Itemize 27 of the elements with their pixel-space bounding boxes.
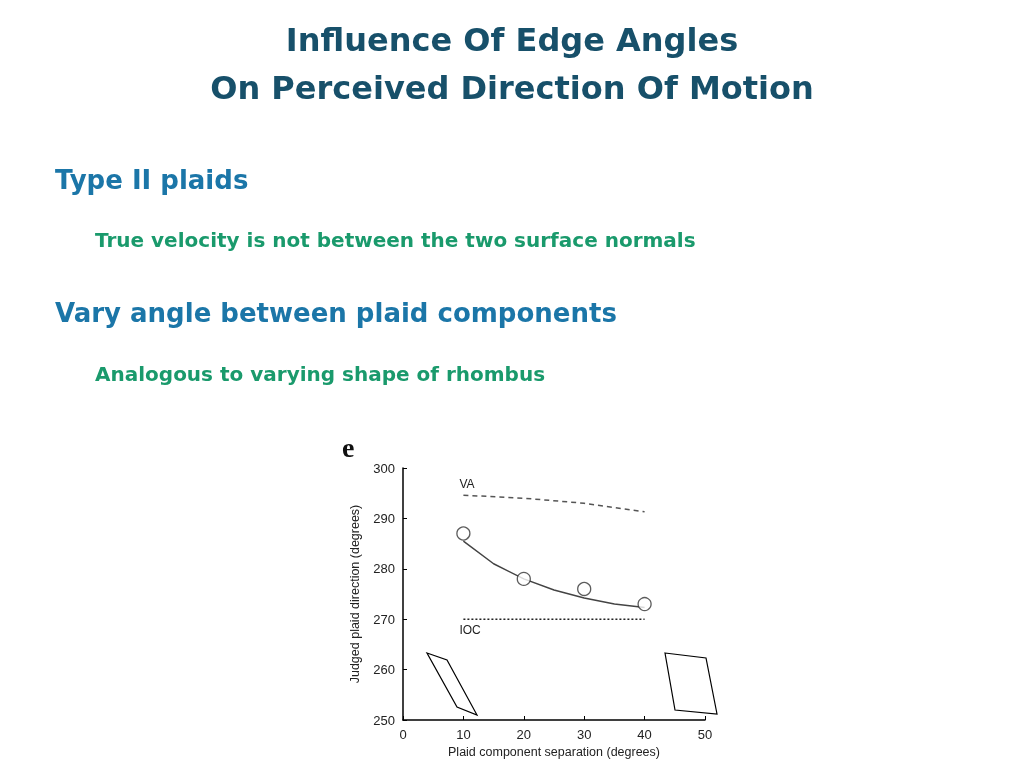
series-label: IOC: [459, 623, 482, 638]
x-tick-label: 40: [637, 727, 652, 742]
chart-title: Influence Of Edge Angles On Perceived Direction Of Motion: [209, 20, 815, 109]
x-tick-label: 10: [456, 727, 471, 742]
y-tick-label: 270: [373, 611, 395, 627]
text: Vary angle between plaid components: [55, 298, 617, 328]
y-tick-label: 290: [373, 510, 395, 526]
line-series: [462, 494, 646, 513]
y-tick-label: 260: [373, 662, 395, 678]
text: Analogous to varying shape of rhombus: [95, 362, 546, 386]
point: [577, 581, 592, 597]
point: [516, 571, 531, 587]
y-tick-label: 300: [373, 460, 395, 476]
x-tick-label: 30: [576, 727, 592, 742]
text: Type II plaids: [55, 165, 249, 195]
x-tick-label: 20: [516, 727, 532, 742]
y-tick-label: 280: [373, 561, 395, 577]
point: [456, 526, 471, 541]
text: e: [342, 432, 355, 464]
point: [637, 596, 652, 612]
x-axis-title: Plaid component separation (degrees): [448, 745, 660, 760]
series-label: VA: [459, 477, 475, 492]
x-tick-label: 0: [399, 727, 407, 742]
x-tick-label: 50: [697, 727, 713, 742]
y-axis-title: Judged plaid direction (degrees): [347, 504, 362, 684]
text: True velocity is not between the two surface normals: [95, 228, 696, 252]
y-tick-label: 250: [373, 712, 395, 728]
